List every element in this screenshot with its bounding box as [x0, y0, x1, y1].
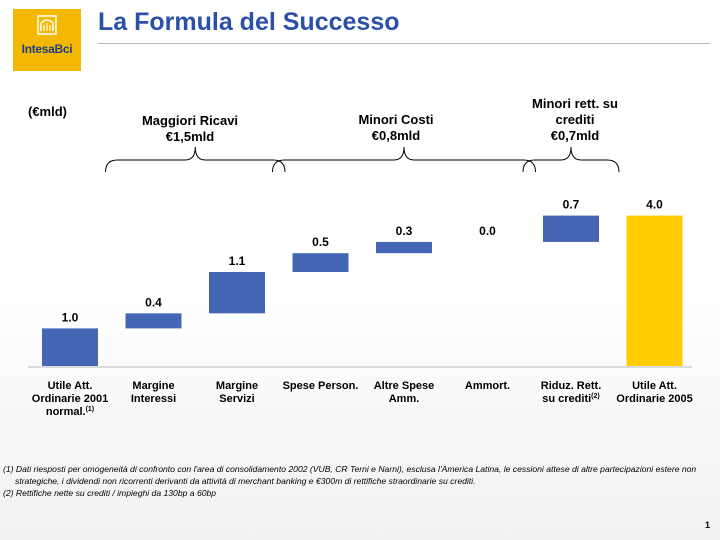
value-label-3: 0.5: [312, 235, 329, 249]
footnote-1: (1) Dati riesposti per omogeneità di con…: [3, 464, 697, 487]
title-divider: [98, 43, 710, 44]
bar-0: [42, 328, 98, 366]
category-label-0-1: Ordinarie 2001: [32, 393, 108, 405]
value-label-5: 0.0: [479, 224, 496, 238]
category-label-6-1: su crediti(2): [542, 393, 599, 405]
category-label-7-0: Utile Att.: [632, 380, 677, 392]
logo-text: IntesaBci: [21, 42, 73, 56]
value-label-1: 0.4: [145, 295, 162, 309]
logo-emblem-icon: [37, 15, 57, 35]
group-label-line: Minori rett. su: [532, 96, 618, 111]
bar-2: [209, 272, 265, 314]
category-label-0-0: Utile Att.: [48, 380, 93, 392]
value-label-4: 0.3: [396, 224, 413, 238]
category-label-3-0: Spese Person.: [283, 380, 359, 392]
category-label-6-0: Riduz. Rett.: [541, 380, 602, 392]
unit-label: (€mld): [28, 104, 67, 119]
group-label-maggiori-ricavi: Maggiori Ricavi €1,5mld: [120, 113, 260, 145]
bar-3: [292, 253, 349, 272]
value-label-2: 1.1: [229, 254, 246, 268]
category-label-2-0: Margine: [216, 380, 258, 392]
bar-6: [543, 215, 599, 242]
group-label-minori-rettifiche: Minori rett. su crediti €0,7mld: [505, 96, 645, 144]
group-brace-1: [272, 146, 536, 173]
group-braces: [105, 146, 620, 173]
group-brace-0: [105, 146, 286, 173]
page-title: La Formula del Successo: [98, 8, 400, 36]
category-label-1-1: Interessi: [131, 393, 176, 405]
category-label-1-0: Margine: [132, 380, 174, 392]
intesabci-logo: IntesaBci: [13, 9, 81, 71]
category-label-5-0: Ammort.: [465, 380, 510, 392]
category-labels-group: Utile Att.Ordinarie 2001normal.(1)Margin…: [32, 380, 693, 418]
group-label-value: €0,8mld: [371, 128, 421, 143]
page-number: 1: [704, 520, 710, 530]
bar-7: [626, 215, 683, 366]
value-labels-group: 1.0 0.4 1.1 0.5 0.3 0.0 0.7 4.0: [62, 198, 664, 325]
footnotes: (1) Dati riesposti per omogeneità di con…: [3, 463, 703, 500]
value-label-6: 0.7: [563, 198, 580, 212]
group-brace-2: [522, 146, 620, 173]
footnote-2: (2) Rettifiche nette su crediti / impieg…: [3, 488, 217, 499]
group-label-minori-costi: Minori Costi €0,8mld: [326, 112, 466, 144]
category-label-7-1: Ordinarie 2005: [616, 393, 692, 405]
category-label-0-2: normal.(1): [46, 406, 94, 418]
bars-group: [42, 215, 683, 366]
bar-4: [376, 241, 432, 254]
value-label-0: 1.0: [62, 310, 79, 324]
group-label-line: Maggiori Ricavi: [141, 113, 239, 128]
bar-1: [125, 313, 182, 329]
waterfall-chart: 1.00.41.10.50.3 0.00.7 4.0 Utile Att.Ordin…: [28, 146, 693, 418]
group-label-line: Minori Costi: [358, 112, 434, 127]
value-label-7: 4.0: [646, 198, 663, 212]
category-label-4-1: Amm.: [389, 393, 420, 405]
category-label-4-0: Altre Spese: [374, 380, 435, 392]
group-label-value: €0,7mld: [550, 128, 600, 143]
category-label-2-1: Servizi: [219, 393, 254, 405]
group-label-value: €1,5mld: [165, 129, 215, 144]
group-label-line: crediti: [555, 112, 595, 127]
